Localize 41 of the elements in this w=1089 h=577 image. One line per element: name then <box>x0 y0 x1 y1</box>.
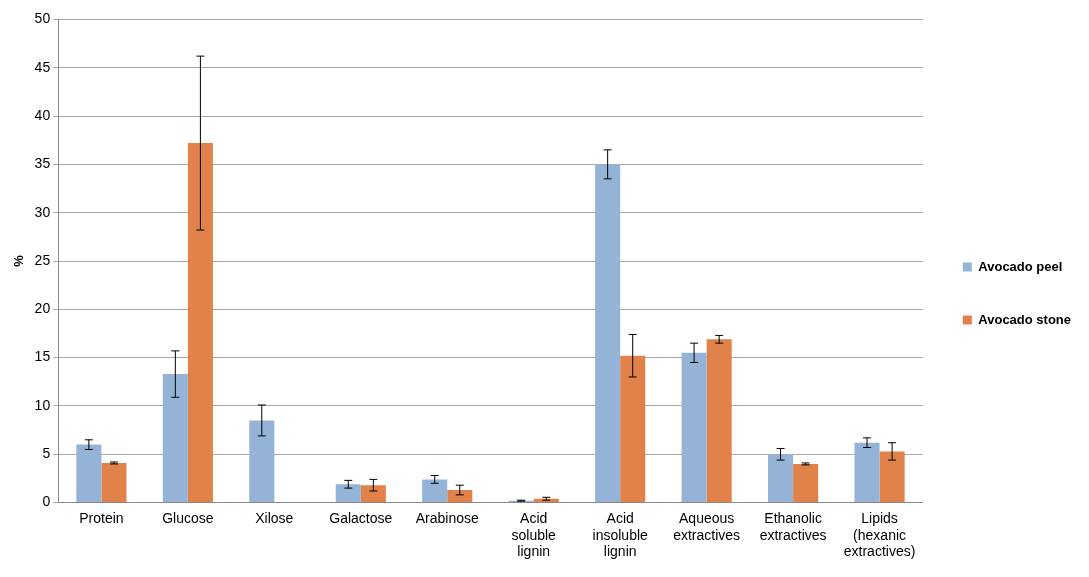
bar <box>162 374 188 503</box>
x-tick-label: Galactose <box>329 509 393 526</box>
x-tick-label: Aqueous extractives <box>673 509 741 543</box>
y-axis-title: % <box>11 254 27 267</box>
y-tick-label: 45 <box>34 58 51 75</box>
legend-label: Avocado peel <box>978 258 1063 274</box>
bar <box>187 143 213 503</box>
y-tick-label: 30 <box>34 203 51 220</box>
y-tick-label: 0 <box>42 493 51 510</box>
bar <box>706 339 732 503</box>
y-tick-label: 10 <box>34 396 51 413</box>
y-tick-label: 40 <box>34 106 51 123</box>
x-tick-label: Lipids (hexanic extractives) <box>843 509 916 560</box>
bar <box>793 463 819 503</box>
x-tick-label: Arabinose <box>415 509 479 526</box>
bar <box>422 479 448 503</box>
y-tick-label: 15 <box>34 348 51 365</box>
x-tick-label: Protein <box>79 509 124 526</box>
bar <box>249 420 275 503</box>
y-tick-label: 20 <box>34 300 51 317</box>
bar <box>76 444 102 503</box>
bar <box>101 462 127 503</box>
y-tick-label: 5 <box>42 445 51 462</box>
bar <box>335 484 361 503</box>
bar <box>681 352 707 503</box>
bar <box>447 490 473 503</box>
x-tick-label: Acid insoluble lignin <box>592 509 649 560</box>
y-tick-label: 25 <box>34 251 51 268</box>
bar <box>854 442 880 503</box>
bar <box>360 485 386 503</box>
x-tick-label: Ethanolic extractives <box>759 509 827 543</box>
y-tick-label: 35 <box>34 155 51 172</box>
x-tick-label: Acid soluble lignin <box>511 509 557 560</box>
bar <box>879 451 905 503</box>
x-tick-label: Glucose <box>162 509 214 526</box>
legend-label: Avocado stone <box>978 311 1071 327</box>
y-tick-label: 50 <box>34 10 51 27</box>
x-tick-label: Xilose <box>255 509 294 526</box>
bar <box>595 164 621 503</box>
bar <box>768 454 794 503</box>
bar <box>620 355 646 503</box>
